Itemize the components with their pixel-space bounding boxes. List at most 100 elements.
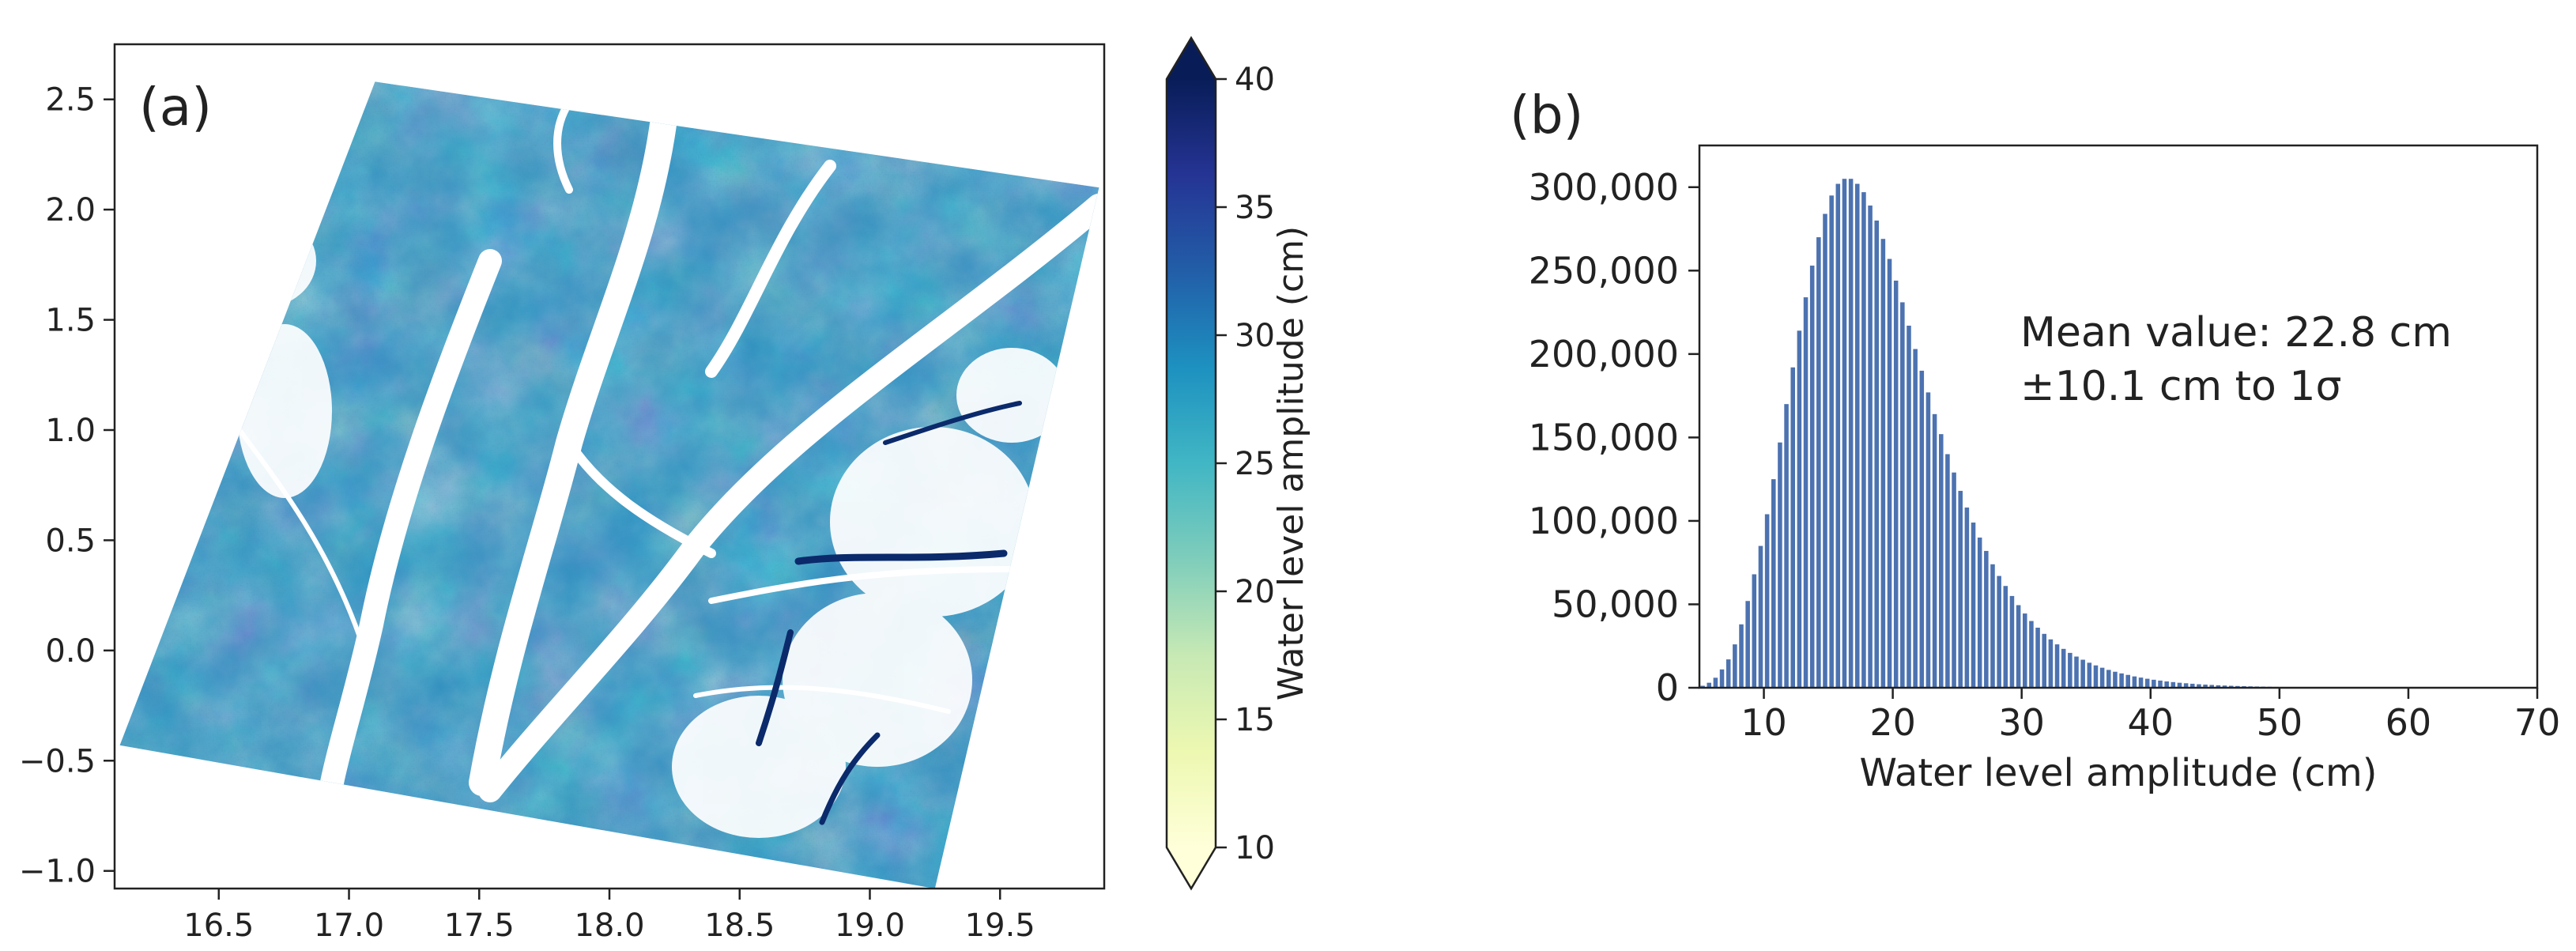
histogram-bar [2216, 685, 2221, 688]
histogram-bar [2106, 670, 2111, 688]
histogram-bar [2189, 683, 2195, 688]
histogram-bar [2197, 684, 2201, 688]
histogram-bar [2035, 628, 2040, 688]
map-x-tick-label: 18.5 [704, 908, 775, 944]
histogram-y-tick-label: 300,000 [1529, 166, 1679, 209]
histogram-y-tick-label: 250,000 [1529, 249, 1679, 292]
histogram-bar [1842, 179, 1847, 688]
histogram-bar [1952, 472, 1956, 688]
histogram-x-axis-label: Water level amplitude (cm) [1860, 751, 2378, 795]
histogram-bar [2209, 685, 2215, 688]
colorbar-tick-label: 30 [1235, 318, 1275, 354]
histogram-bar [1829, 195, 1834, 689]
map-x-tick-label: 17.5 [444, 908, 515, 944]
histogram-bar [1990, 564, 1995, 688]
histogram-y-tick-label: 100,000 [1529, 500, 1679, 542]
histogram-bar [1861, 192, 1866, 688]
histogram-bar [2042, 633, 2047, 688]
histogram-bar [2074, 656, 2079, 688]
histogram-bar [1778, 442, 1782, 688]
dendritic-white-area [206, 213, 1067, 838]
histogram-bar [1707, 682, 1712, 688]
colorbar-tick-label: 40 [1235, 62, 1275, 98]
histogram-bar [1997, 576, 2001, 688]
map-x-tick-label: 16.5 [183, 908, 254, 944]
histogram-bar [1971, 523, 1976, 688]
annotation-sigma: ±10.1 cm to 1σ [2020, 363, 2341, 410]
map-x-axis-ticks: 16.5 17.0 17.5 18.0 18.5 19.0 19.5 [183, 889, 1035, 944]
histogram-x-tick-label: 40 [2127, 701, 2174, 744]
histogram-bar [1938, 434, 1944, 688]
map-y-tick-label: 2.5 [45, 82, 96, 119]
histogram-bar [2087, 662, 2092, 688]
histogram-bar [1913, 349, 1918, 688]
histogram-bar [1932, 413, 1937, 688]
histogram-bar [1771, 479, 1776, 688]
map-x-tick-label: 17.0 [314, 908, 384, 944]
histogram-y-tick-label: 200,000 [1529, 333, 1679, 375]
histogram-y-tick-label: 0 [1656, 666, 1679, 709]
histogram-bar [2048, 639, 2054, 688]
histogram-bar [2138, 677, 2144, 688]
colorbar-label: Water level amplitude (cm) [1271, 226, 1311, 700]
histogram-bar [2054, 644, 2060, 688]
map-y-tick-label: −0.5 [19, 743, 96, 779]
histogram-bar [1809, 265, 1815, 689]
histogram-x-tick-label: 30 [1998, 701, 2045, 744]
colorbar-gradient [1167, 79, 1216, 847]
histogram-bar [2068, 652, 2072, 688]
histogram-bar [2029, 621, 2034, 688]
histogram-bar [2016, 605, 2021, 688]
map-y-tick-label: 1.0 [45, 413, 96, 449]
map-x-tick-label: 18.0 [574, 908, 644, 944]
histogram-bar [1784, 404, 1789, 688]
histogram-bar [1726, 659, 1731, 688]
histogram-bar [1719, 669, 1725, 688]
histogram-bar [2093, 665, 2099, 688]
colorbar-tick-label: 10 [1235, 830, 1275, 866]
map-y-axis-ticks: −1.0 −0.5 0.0 0.5 1.0 1.5 2.0 2.5 [19, 82, 115, 890]
histogram-bar [1758, 545, 1763, 688]
histogram-panel: 10 20 30 40 50 60 70 0 50,000 100,000 150,000 200,… [1510, 85, 2560, 795]
panel-a-label: (a) [139, 77, 212, 138]
histogram-bar [1700, 685, 1705, 688]
histogram-bar [2222, 685, 2227, 688]
histogram-bar [2119, 673, 2124, 688]
histogram-bar [1925, 392, 1931, 688]
histogram-bar [1854, 183, 1860, 688]
histogram-bar [1835, 183, 1841, 688]
colorbar-tick-label: 20 [1235, 574, 1275, 610]
histogram-bar [2009, 595, 2015, 688]
histogram-bar [2099, 667, 2105, 688]
histogram-axes-frame [1698, 144, 2539, 689]
histogram-bars [1700, 179, 2536, 689]
histogram-bar [1907, 325, 1911, 688]
map-x-tick-label: 19.0 [835, 908, 905, 944]
colorbar-tick-label: 15 [1235, 702, 1275, 738]
histogram-bar [1893, 280, 1899, 689]
histogram-bar [2144, 678, 2150, 688]
histogram-bar [2080, 659, 2085, 688]
histogram-bar [2171, 681, 2176, 688]
colorbar-extend-min [1167, 847, 1216, 889]
map-x-tick-label: 19.5 [965, 908, 1035, 944]
histogram-bar [1964, 508, 1970, 688]
histogram-bar [1816, 237, 1821, 689]
histogram-bar [2003, 586, 2008, 688]
map-y-tick-label: −1.0 [19, 854, 96, 890]
histogram-bar [1880, 239, 1886, 688]
histogram-bar [1713, 677, 1718, 688]
histogram-bar [1900, 302, 1905, 688]
map-panel: 16.5 17.0 17.5 18.0 18.5 19.0 19.5 −1.0 −0.5 0.0… [19, 43, 1106, 944]
annotation-mean: Mean value: 22.8 cm [2020, 309, 2452, 357]
histogram-bar [1764, 514, 1770, 688]
histogram-bar [1823, 213, 1827, 689]
histogram-bar [2183, 683, 2189, 688]
histogram-bar [1803, 297, 1808, 688]
histogram-bar [2132, 676, 2137, 688]
histogram-y-tick-label: 50,000 [1552, 583, 1679, 625]
histogram-bar [1977, 538, 1982, 688]
histogram-bar [1733, 644, 1737, 688]
map-y-tick-label: 0.0 [45, 633, 96, 670]
